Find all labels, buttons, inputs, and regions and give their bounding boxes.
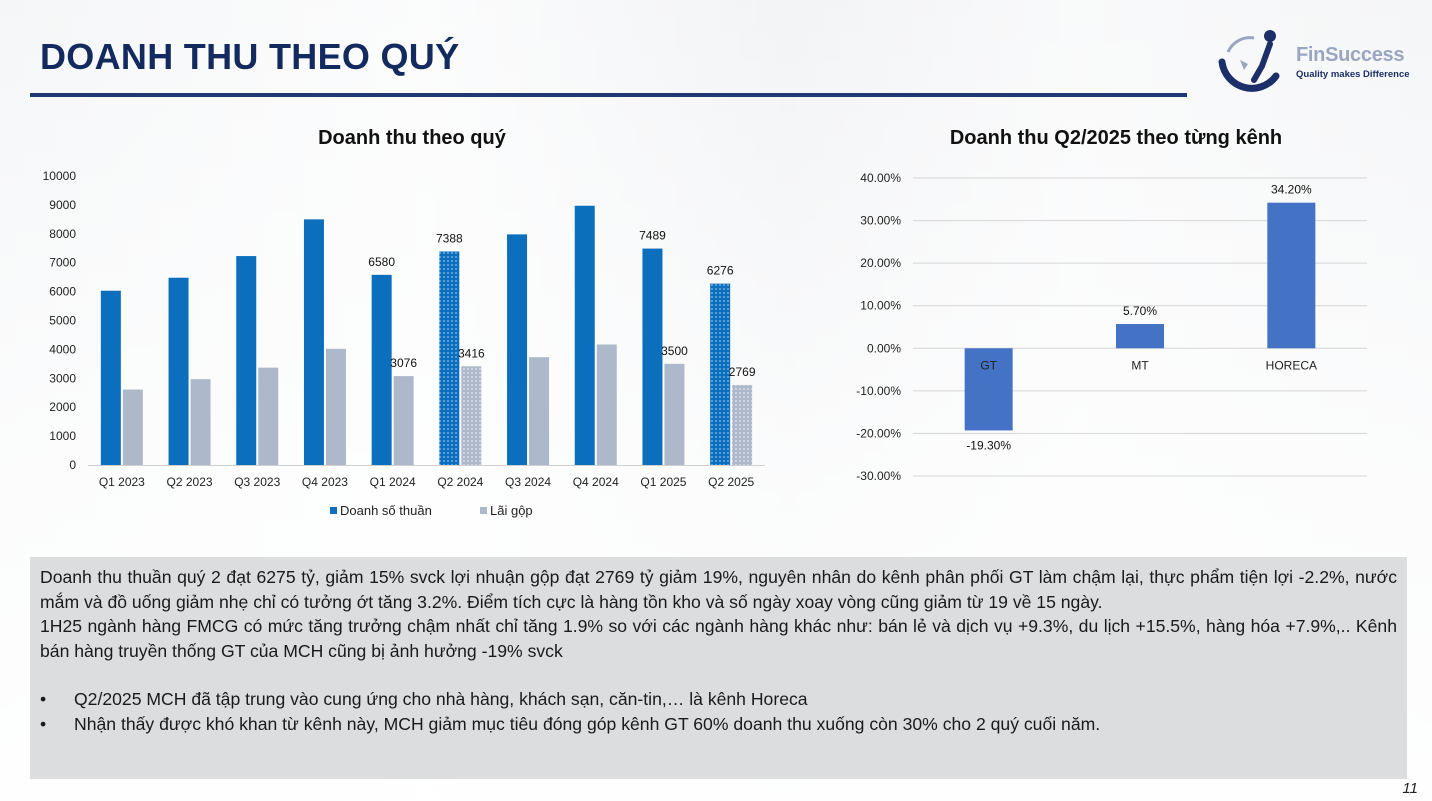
gross-profit-bar: [461, 366, 482, 465]
data-label: 2769: [729, 365, 756, 379]
net-revenue-bar: [507, 234, 528, 465]
y-tick-label: 3000: [49, 371, 76, 385]
y-tick-label: 40.00%: [860, 171, 901, 185]
category-label: GT: [980, 358, 997, 372]
bullet-item: • Nhận thấy được khó khan từ kênh này, MC…: [40, 712, 1397, 737]
net-revenue-bar: [439, 251, 460, 465]
y-tick-label: 10000: [43, 169, 77, 183]
commentary-paragraph-1: Doanh thu thuần quý 2 đạt 6275 tỷ, giảm …: [40, 567, 1397, 612]
bullet-symbol: •: [40, 689, 47, 709]
data-label: 3416: [458, 346, 485, 360]
x-tick-label: Q1 2023: [99, 475, 145, 489]
gross-profit-bar: [529, 357, 550, 465]
commentary-bullets: • Q2/2025 MCH đã tập trung vào cung ứng c…: [40, 687, 1397, 736]
channel-revenue-chart: Doanh thu Q2/2025 theo từng kênh -30.00%…: [856, 127, 1367, 483]
y-tick-label: 10.00%: [860, 299, 901, 313]
commentary-box: Doanh thu thuần quý 2 đạt 6275 tỷ, giảm …: [30, 557, 1407, 779]
net-revenue-bar: [236, 256, 257, 465]
x-tick-label: Q2 2025: [708, 475, 754, 489]
net-revenue-bar: [303, 219, 324, 465]
category-label: HORECA: [1266, 358, 1317, 372]
legend-label: Doanh số thuần: [340, 503, 432, 518]
x-tick-label: Q3 2024: [505, 475, 551, 489]
title-underline: [30, 93, 1187, 97]
x-tick-label: Q3 2023: [234, 475, 280, 489]
y-tick-label: 30.00%: [860, 214, 901, 228]
y-tick-label: 8000: [49, 227, 76, 241]
legend-swatch-gross-profit: [480, 507, 487, 514]
y-tick-label: -20.00%: [856, 426, 901, 440]
gross-profit-bar: [732, 384, 753, 465]
gross-profit-bar: [122, 389, 143, 465]
gross-profit-bar: [258, 367, 279, 465]
bullet-item: • Q2/2025 MCH đã tập trung vào cung ứng c…: [40, 687, 1397, 712]
net-revenue-bar: [642, 248, 663, 465]
y-tick-label: 0.00%: [867, 341, 901, 355]
legend-swatch-net-revenue: [330, 507, 337, 514]
data-label: 6276: [707, 264, 734, 278]
data-label: 6580: [368, 255, 395, 269]
net-revenue-bar: [168, 277, 189, 465]
commentary-paragraph-2: 1H25 ngành hàng FMCG có mức tăng trưởng …: [40, 616, 1397, 661]
bullet-symbol: •: [40, 713, 47, 734]
data-label: 3076: [390, 356, 417, 370]
x-tick-label: Q4 2023: [302, 475, 348, 489]
gross-profit-bar: [393, 376, 414, 465]
chart-title: Doanh thu Q2/2025 theo từng kênh: [950, 127, 1282, 149]
data-label: 5.70%: [1123, 304, 1157, 318]
net-revenue-bar: [100, 290, 121, 465]
x-tick-label: Q2 2024: [437, 475, 483, 489]
quarterly-revenue-chart: Doanh thu theo quý 0 1000 2000 3000 4000 5000…: [43, 127, 765, 518]
y-tick-label: 0: [69, 458, 76, 472]
x-tick-label: Q4 2024: [573, 475, 619, 489]
legend-label: Lãi gộp: [490, 503, 533, 518]
net-revenue-bar: [710, 283, 731, 465]
x-tick-label: Q1 2024: [370, 475, 416, 489]
gross-profit-bar: [596, 344, 617, 465]
gross-profit-bar: [190, 379, 211, 465]
y-tick-label: 1000: [49, 429, 76, 443]
channel-bar: [1267, 202, 1316, 349]
x-tick-label: Q1 2025: [640, 475, 686, 489]
y-tick-label: 4000: [49, 342, 76, 356]
data-label: -19.30%: [966, 438, 1011, 452]
y-tick-label: 2000: [49, 400, 76, 414]
y-tick-label: 20.00%: [860, 256, 901, 270]
y-tick-label: 7000: [49, 256, 76, 270]
logo-name: FinSuccess: [1296, 44, 1405, 66]
finsuccess-logo: FinSuccess Quality makes Difference: [1210, 26, 1410, 100]
y-tick-label: 5000: [49, 314, 76, 328]
y-tick-label: -10.00%: [856, 384, 901, 398]
data-label: 34.20%: [1271, 183, 1312, 197]
channel-bar: [1116, 324, 1164, 349]
y-tick-label: 6000: [49, 285, 76, 299]
page-number: 11: [1402, 780, 1418, 797]
channel-bar: [964, 348, 1013, 431]
net-revenue-bar: [574, 205, 595, 465]
y-tick-label: 9000: [49, 198, 76, 212]
gross-profit-bar: [664, 363, 685, 465]
category-label: MT: [1131, 358, 1149, 372]
logo-emblem-icon: [1218, 30, 1280, 92]
chart-title: Doanh thu theo quý: [318, 127, 507, 149]
page-title: DOANH THU THEO QUÝ: [40, 36, 460, 77]
x-tick-label: Q2 2023: [167, 475, 213, 489]
data-label: 3500: [661, 344, 688, 358]
gross-profit-bar: [325, 348, 346, 465]
data-label: 7388: [436, 231, 463, 245]
y-tick-label: -30.00%: [856, 469, 901, 483]
logo-tagline: Quality makes Difference: [1296, 69, 1410, 80]
data-label: 7489: [639, 229, 666, 243]
net-revenue-bar: [371, 274, 392, 465]
